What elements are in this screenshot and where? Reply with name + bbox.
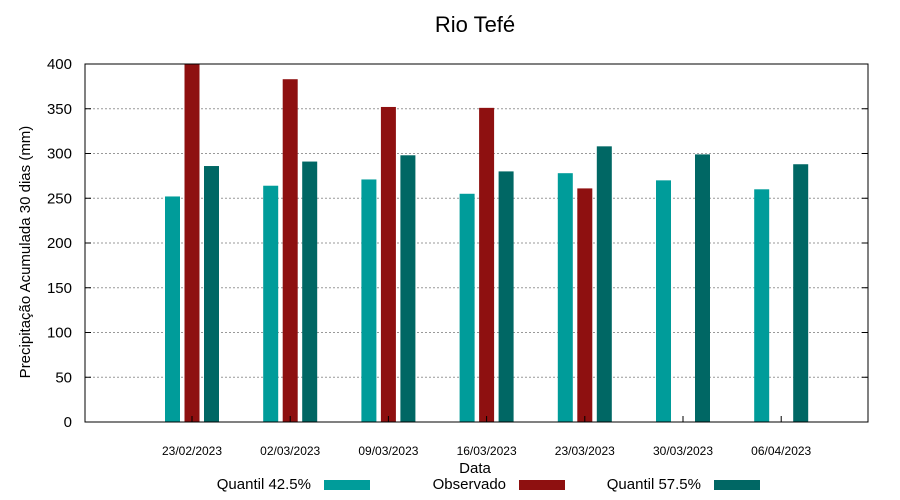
bar <box>695 154 710 422</box>
x-tick-label: 30/03/2023 <box>653 444 713 458</box>
y-tick-label: 300 <box>47 146 72 163</box>
y-tick-label: 50 <box>55 369 72 386</box>
legend-swatch <box>519 480 565 490</box>
bar <box>577 188 593 422</box>
bar <box>361 179 377 422</box>
legend-label: Observado <box>433 476 506 493</box>
legend-swatch <box>714 480 760 490</box>
y-tick-label: 350 <box>47 101 72 118</box>
bar <box>400 155 416 423</box>
bar <box>184 64 200 422</box>
chart-title: Rio Tefé <box>435 12 515 37</box>
bar <box>204 166 219 422</box>
bar <box>793 164 809 423</box>
bar <box>263 185 279 422</box>
x-tick-label: 09/03/2023 <box>358 444 418 458</box>
bar <box>282 79 298 422</box>
bar <box>302 161 318 422</box>
bar <box>754 189 770 422</box>
y-tick-label: 0 <box>64 414 72 431</box>
x-tick-label: 16/03/2023 <box>457 444 517 458</box>
y-tick-label: 150 <box>47 280 72 297</box>
bar <box>459 193 475 422</box>
y-tick-label: 250 <box>47 190 72 207</box>
y-ticks: 0 50 100 150 200 250 300 350 400 <box>47 56 868 431</box>
x-ticks: 23/02/2023 02/03/2023 09/03/2023 16/03/2023… <box>162 416 812 458</box>
grid <box>85 108 868 378</box>
bars <box>165 64 809 423</box>
legend: Quantil 42.5% Observado Quantil 57.5% <box>217 476 760 493</box>
bar <box>596 146 612 422</box>
bar <box>165 196 180 422</box>
x-tick-label: 06/04/2023 <box>751 444 811 458</box>
bar <box>557 173 573 422</box>
y-tick-label: 200 <box>47 235 72 252</box>
legend-swatch <box>324 480 370 490</box>
y-axis-label: Precipitação Acumulada 30 dias (mm) <box>17 126 34 379</box>
legend-label: Quantil 57.5% <box>607 476 701 493</box>
x-axis-label: Data <box>459 460 491 477</box>
y-tick-label: 100 <box>47 325 72 342</box>
y-tick-label: 400 <box>47 56 72 73</box>
legend-label: Quantil 42.5% <box>217 476 311 493</box>
bar <box>380 106 396 423</box>
x-tick-label: 23/03/2023 <box>555 444 615 458</box>
bar <box>656 180 671 422</box>
x-tick-label: 23/02/2023 <box>162 444 222 458</box>
bar <box>479 107 495 422</box>
x-tick-label: 02/03/2023 <box>260 444 320 458</box>
bar <box>498 171 514 422</box>
